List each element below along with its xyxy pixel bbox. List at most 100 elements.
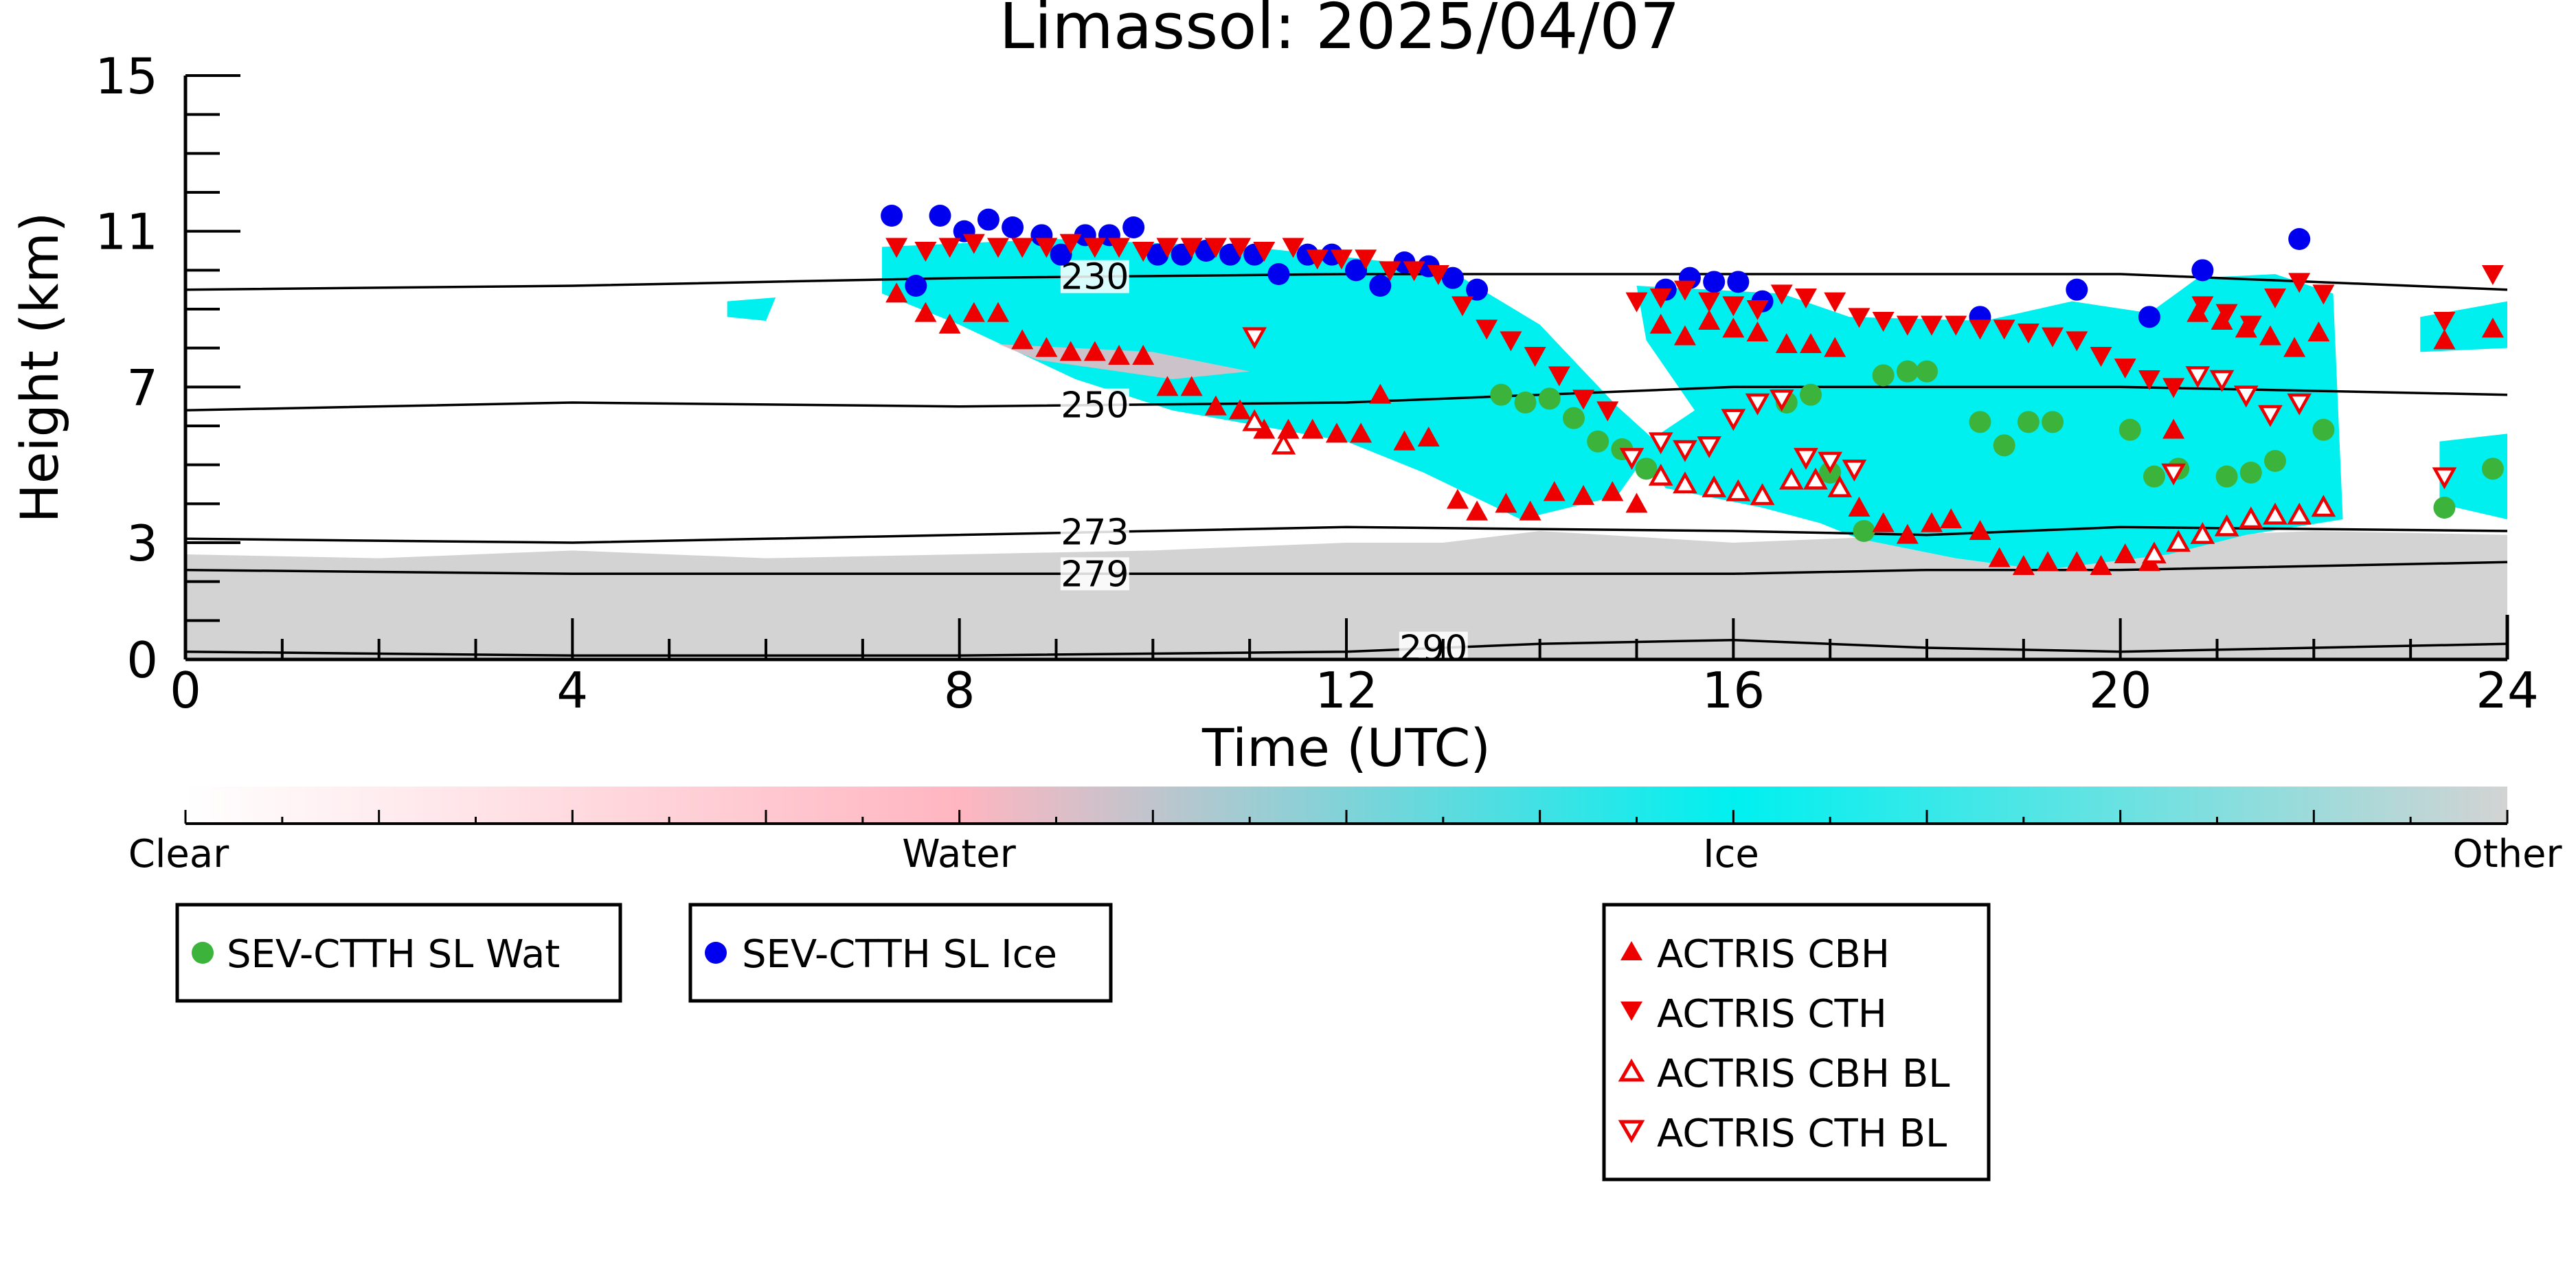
actris-cth-bl-point xyxy=(2432,467,2457,490)
sev-ctth-sl-ice-point xyxy=(2066,278,2088,301)
legend-marker-cbh xyxy=(1620,941,1642,960)
legend-label-cth-bl: ACTRIS CTH BL xyxy=(1657,1111,1947,1156)
y-axis-label: Height (km) xyxy=(9,212,70,523)
actris-cth-point xyxy=(2239,315,2262,336)
sev-ctth-sl-wat-point xyxy=(1562,407,1585,429)
actris-cth-point xyxy=(1180,238,1203,258)
actris-cth-point xyxy=(2114,359,2136,379)
data-markers xyxy=(881,205,2504,575)
actris-cbh-point xyxy=(2481,317,2504,338)
actris-cbh-point xyxy=(885,282,908,303)
actris-cbh-bl-point xyxy=(1673,471,1697,494)
actris-cbh-point xyxy=(938,313,961,334)
legend-box xyxy=(175,903,622,1003)
sev-ctth-sl-ice-point xyxy=(929,205,951,227)
actris-cbh-point xyxy=(1350,422,1372,443)
actris-cth-point xyxy=(1500,331,1522,352)
actris-cbh-point xyxy=(1746,321,1769,341)
legend-ice: SEV-CTTH SL Ice xyxy=(688,903,1113,1003)
actris-cbh-bl-point xyxy=(2142,541,2167,564)
actris-cth-bl-point xyxy=(1794,448,1818,470)
x-tick-label: 8 xyxy=(944,662,975,719)
actris-cth-point xyxy=(1993,319,2015,340)
actris-cth-point xyxy=(1572,389,1595,410)
actris-cth-point xyxy=(1921,315,1943,336)
actris-cbh-bl-point xyxy=(1778,467,1804,490)
actris-cth-point xyxy=(1132,242,1155,262)
sev-ctth-sl-ice-point xyxy=(1267,263,1290,285)
legend-marker-wat xyxy=(192,942,214,964)
sev-ctth-sl-wat-point xyxy=(2119,418,2141,441)
actris-cbh-point xyxy=(2114,543,2136,563)
actris-cth-bl-point xyxy=(2185,366,2211,388)
actris-cbh-point xyxy=(1083,341,1106,361)
actris-cbh-point xyxy=(2037,551,2059,572)
actris-cbh-point xyxy=(1649,313,1672,334)
actris-cth-point xyxy=(2433,312,2456,332)
actris-cth-point xyxy=(2162,378,2185,398)
sev-ctth-sl-wat-point xyxy=(2017,411,2040,433)
legend-actris: ACTRIS CBH ACTRIS CTH ACTRIS CBH BL ACTR… xyxy=(1602,903,1991,1182)
sev-ctth-sl-ice-point xyxy=(1466,278,1489,301)
x-tick-label: 0 xyxy=(170,662,201,719)
actris-cbh-point xyxy=(914,302,937,322)
actris-cbh-point xyxy=(1325,422,1348,443)
actris-cth-point xyxy=(1548,366,1570,387)
actris-cth-point xyxy=(1059,234,1082,254)
actris-cbh-point xyxy=(1417,427,1440,447)
sev-ctth-sl-ice-point xyxy=(1002,216,1024,238)
sev-ctth-sl-wat-point xyxy=(1490,383,1513,406)
actris-cbh-point xyxy=(1393,430,1416,451)
legend-marker-ice xyxy=(705,942,727,964)
x-tick-label: 24 xyxy=(2476,662,2539,719)
actris-cbh-point xyxy=(2066,551,2088,572)
actris-cbh-point xyxy=(1800,333,1822,353)
actris-cth-point xyxy=(1083,238,1106,258)
actris-cth-bl-point xyxy=(2209,370,2235,392)
actris-cbh-point xyxy=(1059,341,1082,361)
x-tick-label: 4 xyxy=(556,662,588,719)
contour-label-230: 230 xyxy=(1061,257,1129,298)
legend-label-cth: ACTRIS CTH xyxy=(1657,992,1887,1037)
actris-cth-point xyxy=(1649,289,1672,308)
ticks: 0 4 8 12 16 20 24 0 3 7 11 15 xyxy=(95,47,2538,719)
actris-cth-bl-point xyxy=(1842,460,1867,482)
sev-ctth-sl-ice-point xyxy=(1703,271,1726,293)
sev-ctth-sl-wat-point xyxy=(1635,457,1658,480)
actris-cbh-point xyxy=(2090,555,2112,575)
colorbar-ticks xyxy=(184,810,2509,824)
actris-cbh-point xyxy=(2211,310,2233,330)
sev-ctth-sl-ice-point xyxy=(1122,216,1145,238)
colorbar-label-water: Water xyxy=(902,832,1017,877)
sev-ctth-sl-ice-point xyxy=(1369,275,1392,297)
colorbar: Clear Water Ice Other xyxy=(128,787,2562,877)
actris-cth-bl-point xyxy=(1769,389,1794,411)
sev-ctth-sl-wat-point xyxy=(2433,497,2456,519)
actris-cth-point xyxy=(1035,238,1058,258)
actris-cth-point xyxy=(1330,249,1353,270)
actris-cbh-point xyxy=(1204,395,1227,416)
actris-cbh-point xyxy=(1466,500,1489,521)
colorbar-label-other: Other xyxy=(2452,832,2562,877)
sev-ctth-sl-ice-point xyxy=(881,205,903,227)
legend-marker-cth xyxy=(1620,1002,1642,1021)
sev-ctth-sl-wat-point xyxy=(1993,434,2015,457)
sev-ctth-sl-ice-point xyxy=(1727,271,1750,293)
actris-cbh-point xyxy=(1229,399,1252,420)
actris-cth-point xyxy=(1427,265,1449,285)
actris-cbh-point xyxy=(1698,310,1721,330)
actris-cth-point xyxy=(1673,280,1696,301)
actris-cth-point xyxy=(1403,261,1425,282)
actris-cth-point xyxy=(1794,289,1817,308)
legend-label-wat: SEV-CTTH SL Wat xyxy=(227,932,560,977)
sev-ctth-sl-ice-point xyxy=(905,275,927,297)
actris-cbh-point xyxy=(2283,337,2306,357)
y-tick-label: 15 xyxy=(95,47,158,105)
actris-cth-bl-point xyxy=(1673,440,1697,462)
actris-cth-point xyxy=(1204,238,1227,258)
actris-cth-bl-point xyxy=(2287,393,2312,416)
actris-cth-point xyxy=(2138,370,2160,390)
actris-cth-point xyxy=(914,242,937,262)
